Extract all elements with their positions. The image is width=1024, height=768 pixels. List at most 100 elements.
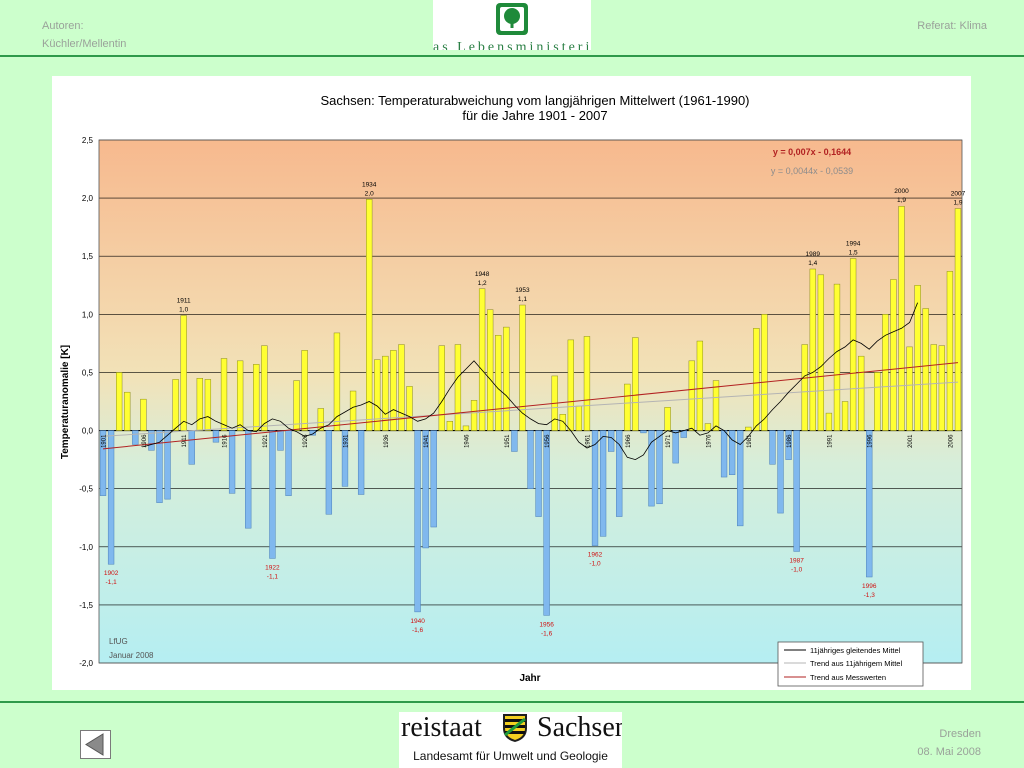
x-tick-label: 1906 bbox=[142, 434, 148, 448]
header-divider bbox=[0, 55, 1024, 57]
bar-1914 bbox=[204, 379, 212, 431]
source-note-line-1: LfUG bbox=[109, 637, 128, 646]
y-tick-label: -1,0 bbox=[79, 543, 93, 552]
back-button[interactable] bbox=[80, 730, 111, 759]
x-tick-label: 1966 bbox=[626, 434, 632, 448]
bar-1963 bbox=[599, 430, 607, 537]
moving-average-line bbox=[143, 302, 918, 461]
footer-city: Dresden bbox=[939, 728, 981, 740]
x-tick-label: 1951 bbox=[505, 434, 511, 448]
bar-1929 bbox=[325, 430, 333, 515]
bar-1949 bbox=[487, 309, 494, 431]
bar-1912 bbox=[188, 430, 195, 465]
bar-1994 bbox=[849, 258, 857, 431]
y-tick-label: 2,0 bbox=[82, 194, 94, 203]
bar-1968 bbox=[640, 430, 647, 434]
peak-label-value: 1,5 bbox=[849, 250, 858, 257]
bar-1941 bbox=[422, 430, 429, 549]
x-tick-label: 1916 bbox=[223, 434, 229, 448]
bar-1911 bbox=[180, 315, 187, 431]
bar-1978 bbox=[720, 430, 728, 478]
peak-label-value: 1,9 bbox=[953, 200, 962, 207]
bar-1954 bbox=[527, 430, 534, 489]
legend-trend-measured: Trend aus Messwerten bbox=[810, 673, 886, 682]
bar-1999 bbox=[890, 279, 897, 431]
peak-label-year: 1948 bbox=[475, 271, 490, 278]
bar-1924 bbox=[285, 430, 292, 496]
bar-1956 bbox=[543, 430, 550, 616]
plot-background bbox=[99, 140, 962, 663]
trough-label-value: -1,3 bbox=[864, 592, 876, 599]
y-tick-label: 1,5 bbox=[82, 252, 94, 261]
bar-1986 bbox=[785, 430, 792, 460]
bar-1976 bbox=[704, 423, 712, 431]
bar-1931 bbox=[341, 430, 349, 487]
bar-1970 bbox=[656, 430, 663, 505]
bar-1984 bbox=[769, 430, 776, 465]
x-tick-label: 1981 bbox=[747, 434, 753, 448]
x-tick-label: 1921 bbox=[263, 434, 269, 448]
bar-1937 bbox=[390, 350, 397, 431]
trend-measured-equation: y = 0,007x - 0,1644 bbox=[773, 147, 851, 157]
y-tick-label: 2,5 bbox=[82, 136, 94, 145]
saxony-coat-of-arms-icon bbox=[503, 714, 527, 742]
x-tick-label: 1971 bbox=[666, 434, 672, 448]
chart-panel: 2,5 2,0 1,5 1,0 0,5 0,0 -0,5 -1,0 -1,5 -2,0 1901 1… bbox=[52, 76, 971, 690]
bar-1918 bbox=[236, 360, 244, 431]
trough-label-value: -1,6 bbox=[541, 630, 553, 637]
peak-label-year: 1953 bbox=[515, 287, 530, 294]
bar-1988 bbox=[801, 344, 808, 431]
bar-1951 bbox=[503, 326, 510, 431]
trough-label-value: -1,0 bbox=[791, 566, 803, 573]
x-tick-label: 1931 bbox=[344, 434, 350, 448]
bar-1913 bbox=[196, 378, 203, 431]
x-tick-label: 1976 bbox=[706, 434, 712, 448]
logo-caption: as Lebensministerium bbox=[433, 40, 591, 50]
saxony-state-logo: reistaat Sachsen bbox=[399, 712, 622, 744]
bar-1987 bbox=[793, 430, 800, 552]
bar-1928 bbox=[317, 408, 324, 431]
peak-label-year: 2007 bbox=[951, 191, 966, 198]
y-tick-label: -2,0 bbox=[79, 659, 93, 668]
peak-label-value: 1,1 bbox=[518, 296, 527, 303]
state-word-left: reistaat bbox=[401, 712, 482, 743]
trough-label-year: 1940 bbox=[410, 618, 425, 625]
trough-label-year: 1996 bbox=[862, 583, 877, 590]
bar-1981 bbox=[745, 426, 752, 431]
labels: 1901 1906 1911 1916 1921 1926 1931 1936 1941 1946… bbox=[102, 181, 966, 637]
bar-1966 bbox=[624, 383, 631, 431]
authors-names: Küchler/Mellentin bbox=[42, 38, 127, 50]
bar-1933 bbox=[357, 430, 365, 495]
temperature-anomaly-chart: 2,52,01,51,00,50,0-0,5-1,0-1,5-2,0 1901 1… bbox=[60, 93, 966, 687]
bar-1936 bbox=[382, 355, 389, 431]
bar-1945 bbox=[454, 344, 462, 431]
bar-1952 bbox=[511, 430, 518, 452]
trough-label-value: -1,6 bbox=[412, 627, 424, 634]
bar-1985 bbox=[777, 430, 784, 514]
peak-label-year: 1911 bbox=[177, 297, 191, 304]
bar-1926 bbox=[301, 350, 308, 431]
y-axis-label: Temperaturanomalie [K] bbox=[60, 345, 71, 459]
bar-1998 bbox=[882, 314, 889, 431]
bar-1991 bbox=[825, 412, 833, 431]
y-tick-label: 1,0 bbox=[82, 310, 94, 319]
bar-1917 bbox=[228, 430, 236, 494]
bar-1975 bbox=[696, 340, 704, 431]
trend-measured-line bbox=[102, 362, 959, 450]
bar-1955 bbox=[535, 430, 542, 517]
tree-logo-icon bbox=[496, 3, 528, 35]
bar-1972 bbox=[672, 430, 679, 464]
ministry-logo: as Lebensministerium bbox=[433, 0, 591, 50]
bar-1930 bbox=[333, 332, 341, 431]
source-note-line-2: Januar 2008 bbox=[109, 651, 154, 660]
x-tick-label: 1936 bbox=[384, 434, 390, 448]
legend-moving-average: 11jähriges gleitendes Mittel bbox=[810, 646, 901, 655]
peak-label-value: 2,0 bbox=[365, 190, 374, 197]
bar-1989 bbox=[809, 268, 816, 431]
bar-1965 bbox=[616, 430, 623, 517]
bar-1947 bbox=[470, 400, 478, 431]
x-tick-label: 1901 bbox=[102, 434, 108, 448]
bar-1993 bbox=[841, 401, 849, 431]
bar-1995 bbox=[858, 355, 865, 431]
x-tick-label: 1946 bbox=[465, 434, 471, 448]
